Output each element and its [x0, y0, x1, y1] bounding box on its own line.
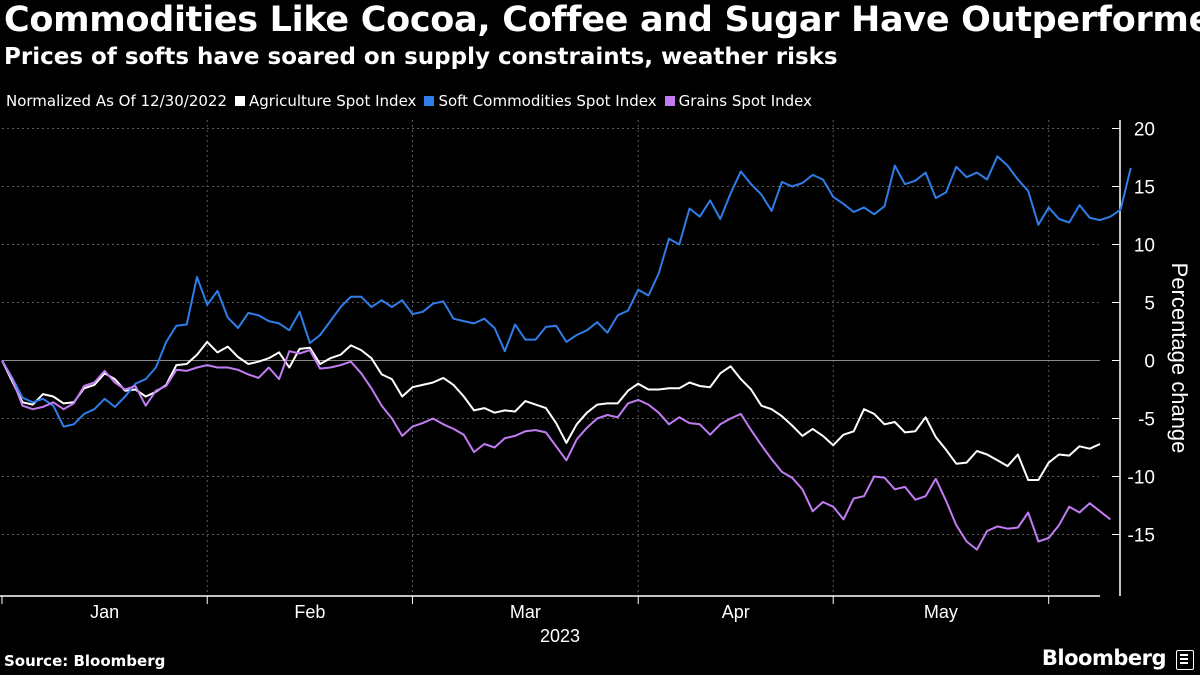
line-agriculture	[1, 340, 1101, 481]
tick-label-y: 15	[1134, 178, 1155, 199]
axes	[0, 120, 1121, 604]
legend-label-agriculture: Agriculture Spot Index	[249, 92, 417, 110]
bloomberg-terminal-icon	[1176, 650, 1194, 670]
tick-label-y: 0	[1144, 352, 1155, 373]
legend-label-grains: Grains Spot Index	[678, 92, 812, 110]
series-lines	[1, 155, 1132, 551]
legend-item-grains: Grains Spot Index	[664, 92, 812, 110]
legend-item-agriculture: Agriculture Spot Index	[235, 92, 416, 110]
tick-label-x: May	[924, 602, 958, 622]
axis-labels: 20 15 10 5 0 -5 -10 -15 Jan Feb Mar Apr May 2023 Perce…	[90, 120, 1192, 647]
legend-label-softs: Soft Commodities Spot Index	[438, 92, 657, 110]
tick-label-x: Mar	[510, 602, 541, 622]
tick-label-y: -5	[1138, 410, 1155, 431]
chart-title: Commodities Like Cocoa, Coffee and Sugar…	[4, 0, 1200, 40]
line-softs	[1, 155, 1132, 428]
tick-label-y: 10	[1134, 236, 1155, 257]
line-grains	[1, 349, 1111, 551]
source-note: Source: Bloomberg	[4, 652, 166, 670]
tick-label-y: 20	[1134, 120, 1155, 141]
legend-note: Normalized As Of 12/30/2022	[6, 92, 227, 110]
y-axis-label: Percentage change	[1167, 263, 1192, 454]
legend-swatch-grains	[664, 96, 675, 106]
chart-subtitle: Prices of softs have soared on supply co…	[4, 44, 838, 70]
tick-label-x: Jan	[90, 602, 119, 622]
legend-item-softs: Soft Commodities Spot Index	[424, 92, 657, 110]
x-axis-label: 2023	[540, 626, 580, 646]
tick-label-y: 5	[1144, 294, 1155, 315]
tick-label-y: -15	[1128, 526, 1155, 547]
brand-logo: Bloomberg	[1041, 646, 1167, 670]
legend-swatch-softs	[424, 96, 435, 106]
tick-label-x: Feb	[294, 602, 325, 622]
legend-swatch-agriculture	[235, 96, 245, 106]
tick-label-x: Apr	[722, 602, 750, 622]
legend: Normalized As Of 12/30/2022 Agriculture …	[6, 92, 820, 110]
gridlines	[2, 120, 1100, 596]
tick-label-y: -10	[1128, 468, 1155, 489]
